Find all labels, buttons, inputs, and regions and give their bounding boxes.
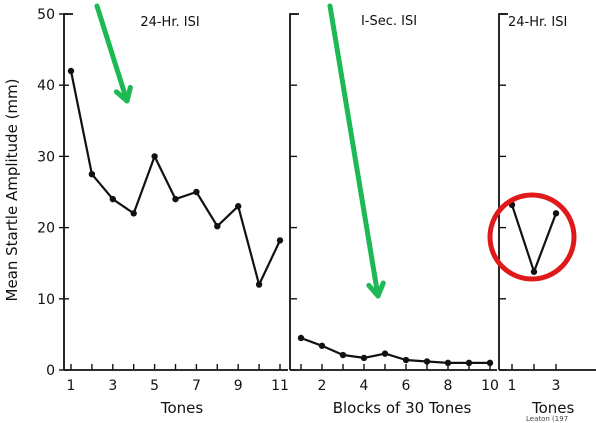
panel-1-x-tick-label: 3	[108, 378, 117, 394]
panel-1-title: 24-Hr. ISI	[140, 15, 199, 30]
y-tick-label-20: 20	[37, 221, 55, 237]
panel-1-x-tick-label: 5	[150, 378, 159, 394]
panel-2-data-point	[381, 350, 389, 357]
highlight-circle	[487, 192, 577, 282]
panel-1-data-point	[255, 281, 263, 288]
panel-1-data-point	[235, 203, 242, 210]
panel-1-data-point	[214, 222, 221, 230]
image-credit: Leaton (197	[526, 415, 568, 423]
panel-2-x-tick-label: 2	[318, 378, 327, 394]
panel-1-x-tick-label: 1	[67, 378, 76, 394]
panel-2: 2 4 6 8 10 I-Sec. ISI Blocks of 30 Tones	[289, 13, 499, 417]
panel-1-x-tick-label: 11	[271, 378, 289, 394]
green-arrow-2-head	[366, 280, 386, 299]
panel-2-x-tick-label: 10	[481, 378, 499, 394]
panel-1-data-point	[276, 237, 284, 244]
y-tick-label-10: 10	[37, 292, 55, 308]
panel-2-data-point	[465, 359, 473, 367]
panel-2-data-point	[402, 356, 410, 364]
panels: 0 10 20 30 40 50 1 3 5 7 9 11 24-Hr. ISI Tones 2 4 6 8 10 I…	[37, 7, 596, 417]
panel-1-x-tick-label: 7	[192, 378, 201, 394]
panel-3-data-point	[530, 268, 538, 275]
y-tick-label-40: 40	[37, 78, 55, 94]
panel-1: 0 10 20 30 40 50 1 3 5 7 9 11 24-Hr. ISI Tones	[37, 7, 289, 417]
panel-3-data-point	[552, 210, 560, 217]
panel-3-x-tick-label: 3	[552, 378, 561, 394]
panel-1-left-axis	[63, 13, 73, 370]
green-arrow-2-shaft	[327, 3, 381, 299]
panel-2-x-tick-label: 4	[360, 378, 369, 394]
panel-3-x-tick-label: 1	[508, 378, 517, 394]
panel-2-x-tick-label: 8	[444, 378, 453, 394]
green-arrow-1	[94, 3, 133, 104]
panel-2-data-point	[423, 358, 431, 365]
green-arrow-2	[327, 3, 386, 299]
panel-3-x-axis-title: Tones	[531, 399, 575, 417]
panel-2-data-point	[318, 342, 326, 349]
green-arrow-1-shaft	[94, 3, 130, 104]
y-axis-title: Mean Startle Amplitude (mm)	[3, 78, 21, 301]
panel-2-series-line	[300, 336, 490, 364]
y-tick-label-0: 0	[46, 363, 55, 379]
panel-1-data-point	[130, 210, 137, 217]
panel-1-x-axis-title: Tones	[160, 399, 204, 417]
panel-1-data-point	[109, 195, 117, 203]
panel-3-left-axis	[498, 13, 508, 370]
annotations	[94, 3, 577, 299]
panel-1-series-line	[69, 70, 281, 286]
panel-1-data-point	[67, 67, 75, 75]
panel-2-x-tick-label: 6	[402, 378, 411, 394]
green-arrow-1-head	[113, 84, 133, 104]
panel-2-x-axis-title: Blocks of 30 Tones	[333, 399, 472, 417]
panel-1-x-tick-label: 9	[234, 378, 243, 394]
panel-1-data-point	[172, 195, 179, 203]
panel-2-title: I-Sec. ISI	[361, 14, 417, 29]
panel-2-data-point	[297, 334, 305, 342]
panel-3-series-line	[510, 204, 558, 273]
y-tick-label-30: 30	[37, 149, 55, 165]
panel-1-data-point	[151, 153, 158, 160]
panel-2-data-point	[486, 359, 494, 367]
y-tick-label-50: 50	[37, 7, 55, 23]
panel-3-title: 24-Hr. ISI	[508, 15, 567, 30]
panel-1-data-point	[193, 188, 200, 196]
panel-2-left-axis	[289, 13, 299, 370]
panel-2-data-point	[444, 359, 452, 367]
panel-2-data-point	[360, 354, 368, 362]
panel-1-data-point	[88, 171, 96, 178]
panel-3: 1 3 24-Hr. ISI Tones	[498, 13, 596, 417]
panel-2-data-point	[339, 351, 347, 359]
y-axis-title-group: Mean Startle Amplitude (mm)	[3, 78, 21, 301]
